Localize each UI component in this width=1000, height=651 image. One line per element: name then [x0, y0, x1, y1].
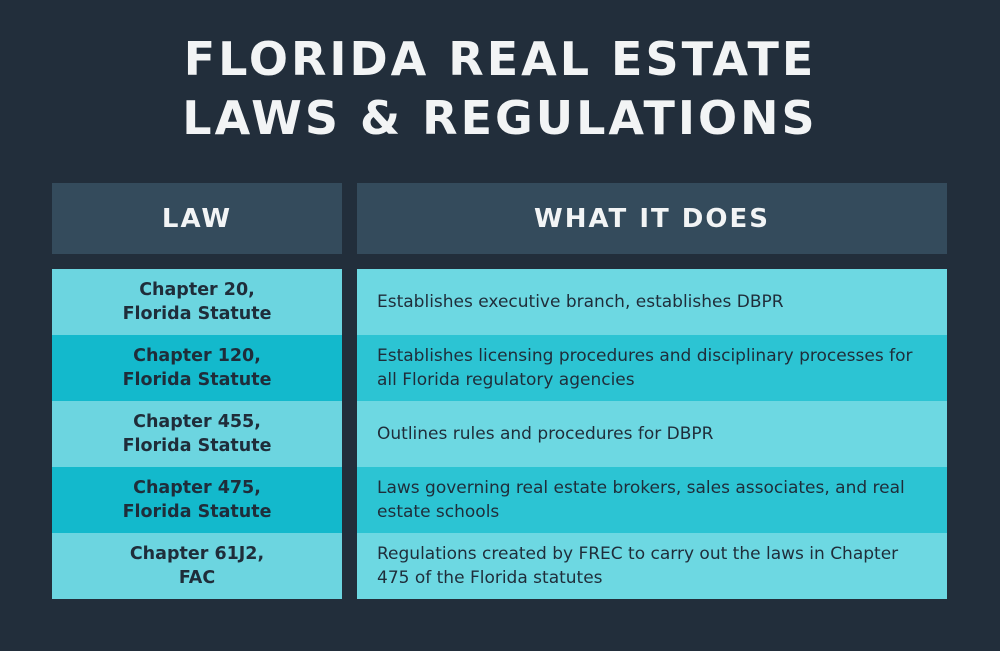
- description-cell: Establishes licensing procedures and dis…: [357, 335, 947, 401]
- gap: [342, 467, 357, 533]
- table-body: Chapter 20, Florida Statute Establishes ex…: [52, 269, 947, 599]
- title-line: LAWS & REGULATIONS: [182, 91, 818, 145]
- table-row: Chapter 20, Florida Statute Establishes ex…: [52, 269, 947, 335]
- table-row: Chapter 455, Florida Statute Outlines rule…: [52, 401, 947, 467]
- law-cell: Chapter 475, Florida Statute: [52, 467, 342, 533]
- description-cell: Outlines rules and procedures for DBPR: [357, 401, 947, 467]
- law-line: Florida Statute: [122, 370, 272, 390]
- table-row: Chapter 61J2, FAC Regulations created by F…: [52, 533, 947, 599]
- law-line: Chapter 120,: [133, 346, 261, 366]
- table-row: Chapter 120, Florida Statute Establishes l…: [52, 335, 947, 401]
- header-cell: LAW: [52, 183, 342, 254]
- description-cell: Laws governing real estate brokers, sale…: [357, 467, 947, 533]
- law-line: Chapter 61J2,: [129, 544, 265, 564]
- title-line: FLORIDA REAL ESTATE: [183, 32, 817, 86]
- description-cell: Establishes executive branch, establishe…: [357, 269, 947, 335]
- law-line: Chapter 475,: [133, 478, 261, 498]
- law-cell: Chapter 455, Florida Statute: [52, 401, 342, 467]
- law-cell: Chapter 20, Florida Statute: [52, 269, 342, 335]
- gap: [342, 269, 357, 335]
- law-line: FAC: [178, 568, 216, 588]
- gap: [342, 533, 357, 599]
- description-cell: Regulations created by FREC to carry out…: [357, 533, 947, 599]
- law-line: Chapter 20,: [139, 280, 255, 300]
- table-row: Chapter 475, Florida Statute Laws governin…: [52, 467, 947, 533]
- law-line: Florida Statute: [122, 436, 272, 456]
- gap: [342, 335, 357, 401]
- law-cell: Chapter 120, Florida Statute: [52, 335, 342, 401]
- header-cell: WHAT IT DOES: [357, 183, 947, 254]
- law-line: Chapter 455,: [133, 412, 261, 432]
- law-line: Florida Statute: [122, 502, 272, 522]
- law-cell: Chapter 61J2, FAC: [52, 533, 342, 599]
- law-line: Florida Statute: [122, 304, 272, 324]
- title: FLORIDA REAL ESTATE LAWS & REGULATIONS: [0, 30, 1000, 148]
- gap: [342, 401, 357, 467]
